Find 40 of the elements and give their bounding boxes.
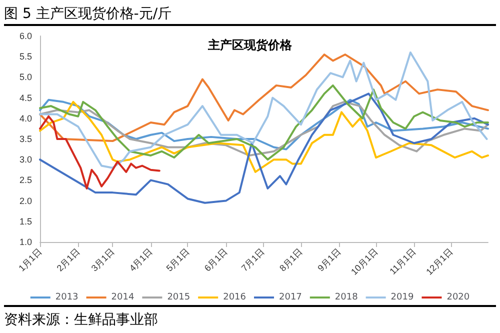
line-series [39,54,489,142]
y-tick-label: 3.0 [19,154,32,165]
legend-label: 2014 [111,292,134,302]
line-series [39,115,160,190]
legend-label: 2016 [223,292,246,302]
x-tick-label: 6月1日 [202,246,230,274]
line-series [39,51,488,169]
y-tick-label: 6.0 [19,31,32,41]
x-tick-label: 12月1日 [424,246,455,277]
x-tick-label: 10月1日 [349,246,380,277]
legend-label: 2015 [167,292,190,302]
chart-title: 图 5 主产区现货价格-元/斤 [4,2,496,26]
x-tick-label: 3月1日 [89,246,116,274]
chart-subtitle: 主产区现货价格 [207,38,293,52]
legend-label: 2017 [279,292,302,302]
x-tick-label: 11月1日 [388,246,418,276]
line-series [39,100,489,173]
line-series [39,92,489,204]
y-tick-label: 1.0 [19,237,32,247]
y-tick-label: 4.5 [19,92,32,103]
x-tick-label: 9月1日 [316,246,343,274]
y-tick-label: 1.5 [19,216,32,226]
x-tick-label: 5月1日 [164,246,192,274]
x-tick-label: 4月1日 [127,246,154,274]
legend-label: 2018 [334,292,358,302]
legend-label: 2020 [446,292,470,302]
legend-label: 2019 [390,292,414,302]
legend-label: 2013 [55,292,78,302]
y-tick-label: 4.0 [19,113,32,124]
y-tick-label: 3.5 [19,134,32,144]
x-tick-label: 1月1日 [16,246,44,274]
y-tick-label: 2.5 [19,175,32,186]
x-tick-label: 8月1日 [278,246,304,274]
x-tick-label: 7月1日 [239,246,266,274]
y-tick-label: 5.5 [19,52,32,62]
y-tick-label: 2.0 [19,196,32,206]
y-tick-label: 5.0 [19,72,32,82]
text: 资料来源：生鲜品事业部 [4,305,496,332]
line-series [39,84,489,161]
x-tick-label: 2月1日 [54,246,82,274]
